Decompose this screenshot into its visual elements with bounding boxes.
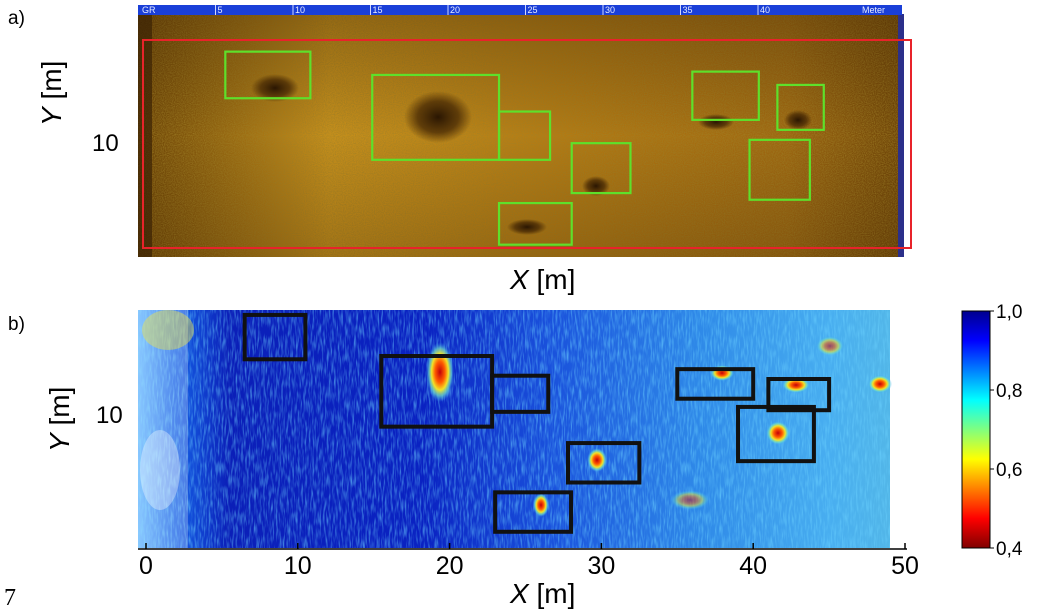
panel-b-x-label: X [m] — [510, 578, 575, 610]
panel-a-y-tick: 10 — [92, 130, 119, 157]
panel-b-x-var: X — [510, 578, 529, 609]
panel-b-target-box-5 — [493, 490, 574, 534]
panel-a-x-var: X — [510, 264, 529, 295]
panel-a-ruler-bar — [138, 5, 902, 15]
panel-a-ruler-labels: GR 5 10 15 20 25 30 35 40 Meter — [142, 5, 885, 15]
panel-b-heatmap — [138, 310, 892, 548]
panel-a-target-box-1 — [224, 50, 312, 100]
panel-b-boxes — [242, 312, 832, 534]
panel-b-x-tick-label: 30 — [587, 552, 615, 580]
panel-a-ruler-label: Meter — [862, 5, 885, 15]
panel-a-ruler-label: 10 — [295, 5, 305, 15]
panel-a-y-var: Y — [36, 107, 67, 126]
panel-a-ruler-label: 40 — [760, 5, 770, 15]
colorbar — [961, 310, 991, 549]
panel-a-ruler-label: 5 — [218, 5, 223, 15]
panel-a-target-box-5 — [497, 201, 573, 246]
colorbar-tick-label: 1,0 — [996, 302, 1022, 323]
page-number: 7 — [4, 585, 16, 611]
colorbar-tick-label: 0,8 — [996, 381, 1022, 402]
panel-a-y-unit: [m] — [36, 60, 67, 100]
panel-b-y-var: Y — [44, 433, 75, 452]
panel-a-y-label: Y [m] — [36, 61, 68, 126]
panel-a-boxes — [142, 39, 912, 249]
panel-a-target-box-8 — [748, 138, 811, 201]
panel-b-target-box-1 — [242, 312, 308, 362]
panel-a-sonar-image — [138, 5, 904, 257]
colorbar-ticks: 1,0 0,8 0,6 0,4 — [990, 302, 1023, 560]
panel-b-target-box-3 — [490, 373, 551, 414]
panel-b-target-box-7 — [766, 377, 832, 413]
panel-b-target-box-6 — [675, 367, 756, 401]
panel-b-x-tick-label: 0 — [139, 552, 153, 580]
panel-b-x-tick-label: 10 — [284, 552, 312, 580]
panel-a-region-box — [142, 39, 912, 249]
panel-a-target-box-3 — [497, 110, 552, 161]
panel-a-ruler-label: 20 — [450, 5, 460, 15]
panel-a-letter: a) — [8, 8, 25, 29]
colorbar-tick-label: 0,4 — [996, 539, 1023, 560]
panel-b-letter: b) — [8, 314, 25, 335]
panel-b-target-box-8 — [736, 404, 816, 464]
panel-b-x-unit: [m] — [536, 578, 576, 609]
panel-a-ruler-label: 15 — [373, 5, 383, 15]
panel-a-x-unit: [m] — [536, 264, 576, 295]
panel-b-x-ticks: 0 10 20 30 40 50 — [139, 543, 919, 580]
panel-b-x-tick-label: 20 — [436, 552, 464, 580]
panel-b-x-tick-label: 50 — [891, 552, 919, 580]
panel-a-ruler-label: 25 — [528, 5, 538, 15]
panel-a-target-box-6 — [691, 70, 760, 121]
panel-b-x-tick-label: 40 — [739, 552, 767, 580]
panel-a-target-box-4 — [570, 142, 632, 195]
colorbar-tick-label: 0,6 — [996, 460, 1022, 481]
panel-b-y-tick: 10 — [96, 402, 123, 429]
panel-a-target-box-7 — [776, 83, 825, 131]
panel-a-x-label: X [m] — [510, 264, 575, 296]
panel-b-target-box-4 — [566, 441, 642, 485]
panel-a-ruler-label: 30 — [605, 5, 615, 15]
panel-a-ruler-label: GR — [142, 5, 156, 15]
panel-b-y-label: Y [m] — [44, 387, 76, 452]
panel-a-ruler-label: 35 — [683, 5, 693, 15]
panel-b-y-unit: [m] — [44, 386, 75, 426]
